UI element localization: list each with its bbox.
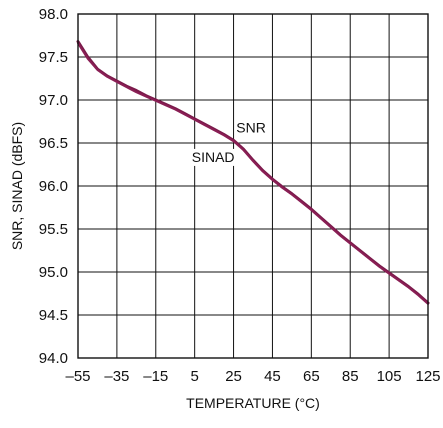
series-layer <box>76 40 430 305</box>
x-tick-label: 125 <box>415 368 440 385</box>
y-tick-label: 94.5 <box>39 307 68 324</box>
x-axis-title: TEMPERATURE (°C) <box>186 395 320 411</box>
y-tick-label: 95.5 <box>39 221 68 238</box>
x-tick-label: –55 <box>65 368 90 385</box>
y-tick-label: 95.0 <box>39 264 68 281</box>
y-tick-label: 96.0 <box>39 178 68 195</box>
x-tick-label: 45 <box>264 368 281 385</box>
series-line-sinad <box>77 42 429 305</box>
grid <box>77 13 429 359</box>
annotation-label-sinad: SINAD <box>192 149 235 165</box>
x-tick-label: 85 <box>342 368 359 385</box>
annotation-background <box>189 148 238 166</box>
x-tick-label: –15 <box>143 368 168 385</box>
x-tick-label: 105 <box>377 368 402 385</box>
x-tick-label: 65 <box>303 368 320 385</box>
y-tick-label: 97.5 <box>39 49 68 66</box>
y-axis-title: SNR, SINAD (dBFS) <box>9 122 25 250</box>
y-tick-label: 94.0 <box>39 350 68 367</box>
annotation-background <box>235 119 267 137</box>
tick-labels: –55 –35 –15 5 25 45 65 85 105 125 98.0 97.5 97.0 96.5… <box>39 6 441 385</box>
x-tick-label: 5 <box>190 368 198 385</box>
x-tick-label: 25 <box>225 368 242 385</box>
y-tick-label: 96.5 <box>39 135 68 152</box>
plot-frame <box>77 13 429 359</box>
x-tick-label: –35 <box>104 368 129 385</box>
annotation-label-snr: SNR <box>236 120 266 136</box>
y-tick-label: 98.0 <box>39 6 68 23</box>
y-tick-label: 97.0 <box>39 92 68 109</box>
